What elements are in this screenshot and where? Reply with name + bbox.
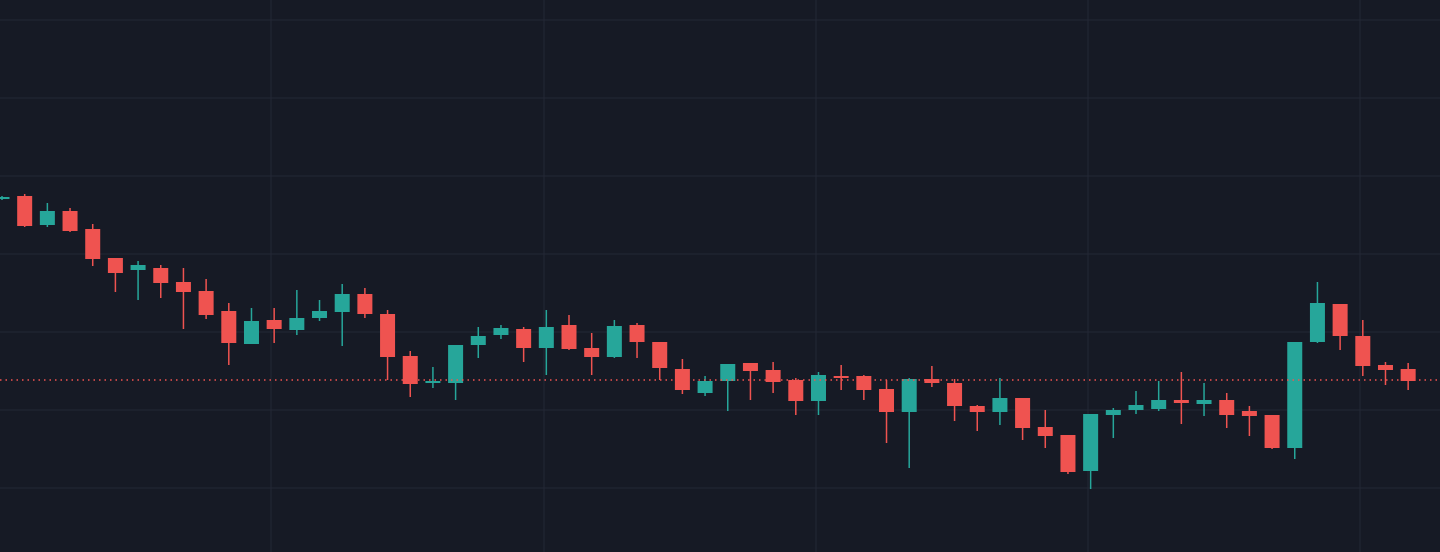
candle-body (992, 398, 1008, 412)
candle-body (924, 379, 940, 383)
candle-body (1309, 303, 1325, 342)
candle-body (629, 325, 645, 342)
candle-body (312, 311, 328, 318)
candle-body (0, 197, 10, 199)
candle-body (538, 327, 554, 348)
candle-body (402, 356, 418, 384)
candle-body (516, 329, 532, 348)
candle-body (969, 406, 985, 412)
candle-body (901, 379, 917, 412)
candle-body (584, 348, 600, 357)
candle-body (1264, 415, 1280, 448)
candle-body (879, 389, 895, 412)
candle-body (1400, 369, 1416, 381)
candle-body (1332, 304, 1348, 336)
candle-body (652, 342, 668, 368)
candle-body (62, 211, 78, 231)
candle-body (357, 294, 373, 314)
candle-body (697, 381, 713, 393)
candle-body (198, 291, 214, 315)
candle-body (1083, 414, 1099, 471)
candle-body (448, 345, 464, 383)
candle-body (1241, 411, 1257, 416)
candle-body (130, 265, 146, 270)
candle-body (243, 321, 259, 344)
candle-body (266, 320, 282, 329)
candle-body (1105, 410, 1121, 415)
candle-body (856, 376, 872, 390)
candle-body (1037, 427, 1053, 436)
candle-body (742, 363, 758, 371)
candle-body (765, 370, 781, 382)
candle-body (1196, 400, 1212, 404)
candle-body (425, 381, 441, 383)
candle-body (380, 314, 396, 357)
candle-body (17, 196, 33, 226)
candle-body (334, 294, 350, 312)
candle-body (107, 258, 123, 273)
candle-body (1060, 435, 1076, 472)
candle-body (833, 376, 849, 378)
candle-body (175, 282, 191, 292)
candle-body (470, 336, 486, 345)
candle-body (221, 311, 237, 343)
candle-body (606, 326, 622, 357)
candle-body (810, 375, 826, 401)
candle-body (1377, 365, 1393, 370)
candle-body (1173, 400, 1189, 403)
candle-body (561, 325, 577, 349)
candle-body (39, 211, 55, 225)
candle-body (947, 383, 963, 406)
candle-body (1219, 400, 1235, 415)
candle-body (1015, 398, 1031, 428)
candle-body (1355, 336, 1371, 366)
candle-body (720, 364, 736, 381)
candle-body (153, 268, 169, 283)
candle-body (493, 328, 509, 335)
candle-body (289, 318, 305, 330)
candle-body (85, 229, 101, 259)
candle-body (788, 380, 804, 401)
candle-body (1128, 405, 1144, 410)
candle-body (1287, 342, 1303, 448)
candle-body (1151, 400, 1167, 409)
